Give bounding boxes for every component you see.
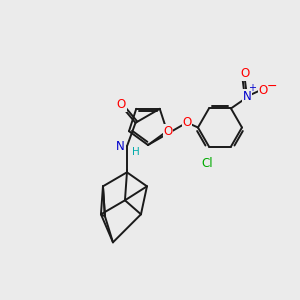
Text: +: + [248, 83, 256, 93]
Text: −: − [267, 80, 277, 93]
Text: O: O [164, 125, 172, 138]
Text: O: O [117, 98, 126, 112]
Text: N: N [243, 90, 251, 103]
Text: Cl: Cl [201, 157, 213, 169]
Text: O: O [258, 84, 268, 97]
Text: O: O [182, 116, 192, 129]
Text: N: N [116, 140, 125, 153]
Text: H: H [132, 147, 140, 157]
Text: O: O [240, 67, 250, 80]
